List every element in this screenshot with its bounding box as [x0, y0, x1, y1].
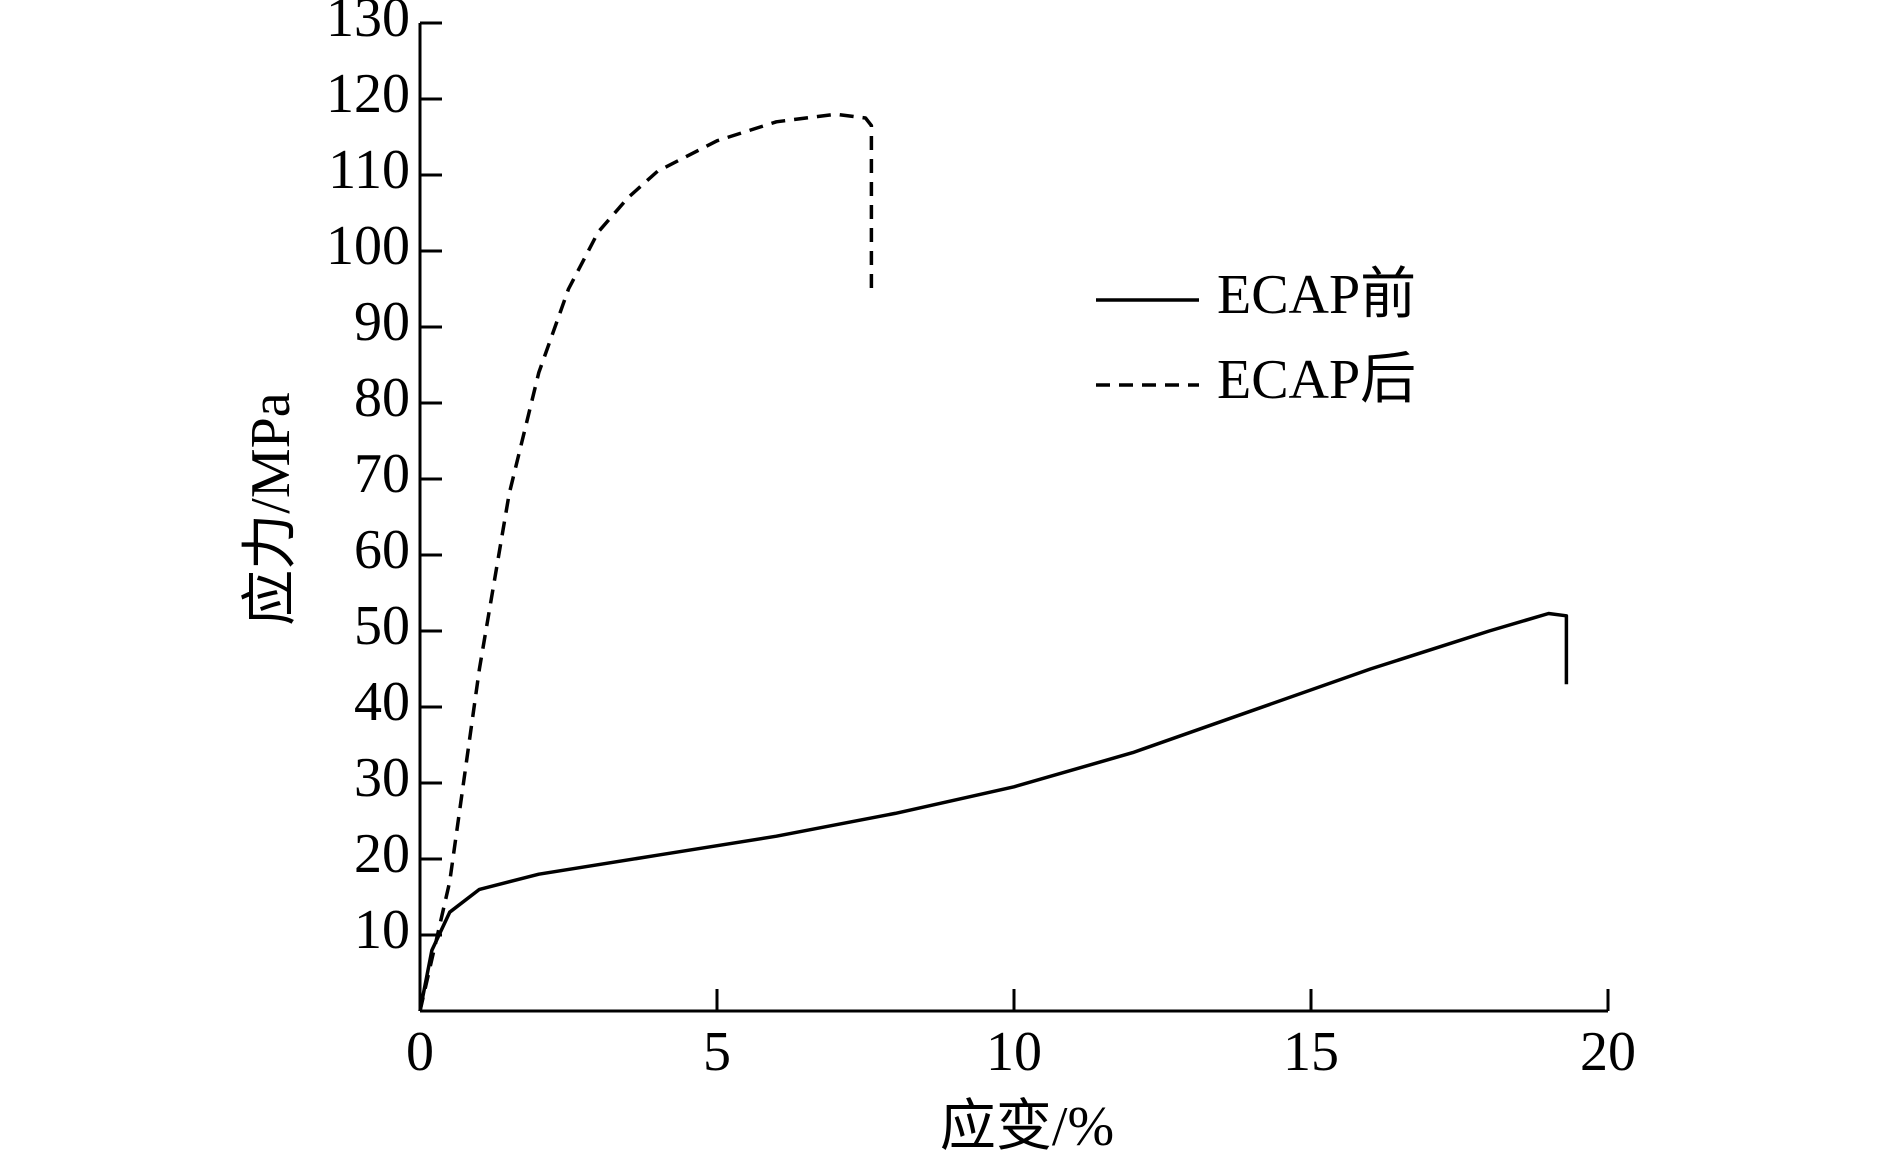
y-tick-label: 90 [354, 291, 410, 353]
y-tick-label: 50 [354, 595, 410, 657]
y-tick-label: 70 [354, 443, 410, 505]
y-axis-label: 应力/MPa [240, 392, 302, 625]
x-tick-label: 5 [703, 1021, 731, 1083]
y-tick-label: 30 [354, 747, 410, 809]
y-tick-label: 40 [354, 671, 410, 733]
legend-label: ECAP前 [1217, 264, 1416, 326]
x-tick-label: 20 [1580, 1021, 1636, 1083]
series-line [418, 112, 874, 1012]
y-tick-label: 10 [354, 899, 410, 961]
y-tick-label: 130 [326, 0, 410, 49]
x-tick-label: 10 [986, 1021, 1042, 1083]
y-tick-label: 20 [354, 823, 410, 885]
y-tick-label: 100 [326, 215, 410, 277]
y-tick-label: 80 [354, 367, 410, 429]
y-tick-label: 120 [326, 63, 410, 125]
y-tick-label: 110 [328, 139, 410, 201]
x-tick-label: 0 [406, 1021, 434, 1083]
y-tick-label: 60 [354, 519, 410, 581]
series-line [418, 611, 1569, 1012]
legend-label: ECAP后 [1217, 349, 1416, 411]
x-tick-label: 15 [1283, 1021, 1339, 1083]
x-axis-label: 应变/% [940, 1096, 1114, 1158]
